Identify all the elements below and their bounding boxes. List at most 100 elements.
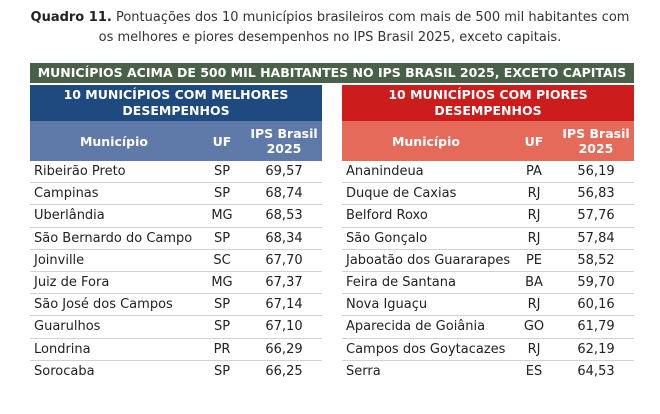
table-row: São José dos Campos SP 67,14 [30, 294, 322, 317]
cell-ips: 56,83 [577, 186, 615, 202]
table-row: Sorocaba SP 66,25 [30, 361, 322, 383]
cell-uf: SP [213, 364, 231, 380]
cell-ips: 57,76 [577, 208, 615, 224]
cell-uf: PA [526, 164, 542, 180]
cell-uf: MG [211, 208, 233, 224]
caption-line-2: os melhores e piores desempenhos no IPS … [98, 30, 562, 45]
cell-uf: RJ [527, 208, 541, 224]
cell-ips: 67,10 [265, 319, 303, 335]
cell-municipio: Campinas [34, 186, 99, 202]
ips-header-line-2: 2025 [578, 141, 614, 156]
cell-ips: 67,14 [265, 297, 303, 313]
table-row: Feira de Santana BA 59,70 [342, 272, 634, 295]
cell-municipio: Campos dos Goytacazes [346, 341, 506, 357]
cell-uf: RJ [527, 230, 541, 246]
cell-uf: RJ [527, 186, 541, 202]
cell-ips: 68,53 [265, 208, 303, 224]
cell-municipio: Jaboatão dos Guararapes [346, 252, 511, 268]
table-row: Serra ES 64,53 [342, 361, 634, 383]
table-row: Campos dos Goytacazes RJ 62,19 [342, 339, 634, 361]
cell-municipio: Ananindeua [346, 164, 424, 180]
cell-uf: PE [525, 252, 543, 268]
column-header-municipio: Município [79, 133, 149, 149]
cell-ips: 61,79 [577, 319, 615, 335]
table-row: Ribeirão Preto SP 69,57 [30, 161, 322, 184]
cell-municipio: Belford Roxo [346, 208, 428, 224]
best-table-title: 10 MUNICÍPIOS COM MELHORES DESEMPENHOS [30, 85, 322, 121]
table-caption: Quadro 11. Pontuações dos 10 municípios … [0, 8, 660, 48]
worst-table-title: 10 MUNICÍPIOS COM PIORES DESEMPENHOS [342, 85, 634, 121]
cell-municipio: Ribeirão Preto [34, 164, 126, 180]
cell-ips: 66,29 [265, 341, 303, 357]
cell-uf: MG [211, 275, 233, 291]
cell-ips: 67,37 [265, 275, 303, 291]
cell-uf: GO [523, 319, 545, 335]
table-row: Jaboatão dos Guararapes PE 58,52 [342, 250, 634, 272]
best-table-body: Ribeirão Preto SP 69,57 Campinas SP 68,74 Uber… [30, 161, 322, 383]
table-row: Nova Iguaçu RJ 60,16 [342, 294, 634, 317]
cell-ips: 60,16 [577, 297, 615, 313]
cell-municipio: Nova Iguaçu [346, 297, 428, 313]
column-header-ips: IPS Brasil 2025 [558, 121, 634, 161]
column-header-uf: UF [524, 133, 544, 149]
cell-municipio: Duque de Caxias [346, 186, 457, 202]
cell-ips: 69,57 [265, 164, 303, 180]
table-row: São Bernardo do Campo SP 68,34 [30, 228, 322, 250]
cell-ips: 68,34 [265, 230, 303, 246]
cell-municipio: Feira de Santana [346, 275, 456, 291]
caption-label: Quadro 11. [30, 10, 112, 25]
cell-municipio: São Bernardo do Campo [34, 230, 193, 246]
table-row: Guarulhos SP 67,10 [30, 316, 322, 339]
worst-column-headers: Município UF IPS Brasil 2025 [342, 121, 634, 161]
cell-municipio: São José dos Campos [34, 297, 173, 313]
table-row: Joinville SC 67,70 [30, 250, 322, 272]
table-row: Uberlândia MG 68,53 [30, 205, 322, 228]
best-title-line-2: DESEMPENHOS [122, 103, 230, 118]
table-row: Londrina PR 66,29 [30, 339, 322, 361]
cell-municipio: Londrina [34, 341, 91, 357]
worst-title-line-1: 10 MUNICÍPIOS COM PIORES [388, 87, 588, 102]
cell-ips: 66,25 [265, 364, 303, 380]
cell-ips: 56,19 [577, 164, 615, 180]
cell-municipio: Uberlândia [34, 208, 105, 224]
column-header-uf: UF [212, 133, 232, 149]
cell-ips: 64,53 [577, 364, 615, 380]
column-header-ips: IPS Brasil 2025 [246, 121, 322, 161]
cell-uf: SP [213, 186, 231, 202]
cell-uf: ES [525, 364, 543, 380]
table-row: Belford Roxo RJ 57,76 [342, 205, 634, 228]
cell-municipio: São Gonçalo [346, 230, 428, 246]
cell-uf: SP [213, 230, 231, 246]
cell-ips: 59,70 [577, 275, 615, 291]
caption-line-1: Quadro 11. Pontuações dos 10 municípios … [0, 8, 660, 28]
table-row: Campinas SP 68,74 [30, 183, 322, 206]
cell-uf: SP [213, 319, 231, 335]
cell-uf: BA [525, 275, 543, 291]
cell-ips: 57,84 [577, 230, 615, 246]
cell-uf: SP [213, 297, 231, 313]
cell-municipio: Serra [346, 364, 381, 380]
cell-municipio: Sorocaba [34, 364, 95, 380]
cell-uf: RJ [527, 297, 541, 313]
table-row: São Gonçalo RJ 57,84 [342, 228, 634, 250]
best-title-line-1: 10 MUNICÍPIOS COM MELHORES [63, 87, 289, 102]
cell-ips: 62,19 [577, 341, 615, 357]
table-row: Aparecida de Goiânia GO 61,79 [342, 316, 634, 339]
best-column-headers: Município UF IPS Brasil 2025 [30, 121, 322, 161]
cell-ips: 58,52 [577, 252, 615, 268]
table-row: Ananindeua PA 56,19 [342, 161, 634, 184]
cell-uf: SP [213, 164, 231, 180]
cell-ips: 67,70 [265, 252, 303, 268]
best-municipalities-table: 10 MUNICÍPIOS COM MELHORES DESEMPENHOS M… [30, 85, 322, 383]
table-row: Duque de Caxias RJ 56,83 [342, 183, 634, 206]
worst-municipalities-table: 10 MUNICÍPIOS COM PIORES DESEMPENHOS Mun… [342, 85, 634, 383]
worst-table-body: Ananindeua PA 56,19 Duque de Caxias RJ 56,83 B… [342, 161, 634, 383]
cell-municipio: Guarulhos [34, 319, 101, 335]
caption-text-1: Pontuações dos 10 municípios brasileiros… [115, 10, 630, 25]
table-row: Juiz de Fora MG 67,37 [30, 272, 322, 295]
cell-uf: SC [213, 252, 231, 268]
cell-uf: PR [213, 341, 231, 357]
cell-uf: RJ [527, 341, 541, 357]
cell-ips: 68,74 [265, 186, 303, 202]
column-header-municipio: Município [391, 133, 461, 149]
